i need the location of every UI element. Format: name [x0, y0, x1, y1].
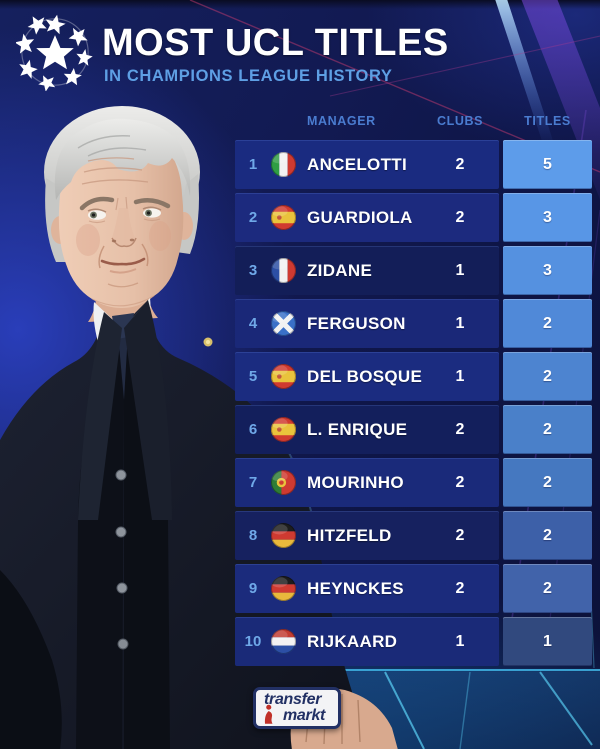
- titles-count: 5: [503, 140, 592, 189]
- manager-cell: 2 GUARDIOLA 2: [235, 193, 499, 242]
- table-row: 4 FERGUSON 1 2: [235, 299, 592, 348]
- page-subtitle: IN CHAMPIONS LEAGUE HISTORY: [104, 67, 393, 85]
- clubs-count: 1: [455, 367, 465, 385]
- manager-name: ANCELOTTI: [307, 154, 407, 174]
- manager-cell: 4 FERGUSON 1: [235, 299, 499, 348]
- transfermarkt-logo-text-bottom: markt: [283, 707, 326, 724]
- table-row: 6 L. ENRIQUE 2 2: [235, 405, 592, 454]
- manager-name: MOURINHO: [307, 472, 404, 492]
- flag-germany-icon: [271, 576, 301, 601]
- manager-cell: 9 HEYNCKES 2: [235, 564, 499, 613]
- rank-label: 5: [248, 368, 258, 385]
- titles-count: 2: [503, 564, 592, 613]
- table-row: 3 ZIDANE 1 3: [235, 246, 592, 295]
- manager-name: L. ENRIQUE: [307, 419, 408, 439]
- column-header-titles: TITLES: [524, 114, 571, 128]
- manager-cell: 5 DEL BOSQUE 1: [235, 352, 499, 401]
- manager-cell: 3 ZIDANE 1: [235, 246, 499, 295]
- clubs-count: 2: [455, 579, 465, 597]
- clubs-count: 2: [455, 155, 465, 173]
- rank-label: 10: [244, 633, 262, 650]
- clubs-count: 1: [455, 632, 465, 650]
- manager-cell: 6 L. ENRIQUE 2: [235, 405, 499, 454]
- flag-germany-icon: [271, 523, 301, 548]
- rank-label: 4: [248, 315, 258, 332]
- most-ucl-titles-table: MANAGER CLUBS TITLES 1 ANCELOTTI 2 5 2 GUARDI…: [235, 108, 592, 668]
- table-row: 5 DEL BOSQUE 1 2: [235, 352, 592, 401]
- titles-count: 3: [503, 193, 592, 242]
- clubs-count: 1: [455, 314, 465, 332]
- table-header: MANAGER CLUBS TITLES: [235, 114, 592, 132]
- manager-name: FERGUSON: [307, 313, 406, 333]
- table-row: 10 RIJKAARD 1 1: [235, 617, 592, 666]
- titles-count: 2: [503, 511, 592, 560]
- flag-italy-icon: [271, 152, 301, 177]
- manager-cell: 1 ANCELOTTI 2: [235, 140, 499, 189]
- transfermarkt-player-icon: [262, 704, 277, 729]
- clubs-count: 2: [455, 526, 465, 544]
- manager-name: HEYNCKES: [307, 578, 404, 598]
- rank-label: 2: [248, 209, 258, 226]
- manager-cell: 7 MOURINHO 2: [235, 458, 499, 507]
- transfermarkt-logo-text-top: transfer: [264, 691, 322, 708]
- flag-portugal-icon: [271, 470, 301, 495]
- rank-label: 7: [248, 474, 258, 491]
- manager-name: GUARDIOLA: [307, 207, 413, 227]
- titles-count: 2: [503, 405, 592, 454]
- table-row: 8 HITZFELD 2 2: [235, 511, 592, 560]
- manager-name: HITZFELD: [307, 525, 392, 545]
- table-row: 2 GUARDIOLA 2 3: [235, 193, 592, 242]
- manager-name: RIJKAARD: [307, 631, 398, 651]
- titles-count: 2: [503, 458, 592, 507]
- transfermarkt-logo: transfer markt: [253, 687, 341, 729]
- column-header-clubs: CLUBS: [436, 114, 484, 128]
- table-row: 7 MOURINHO 2 2: [235, 458, 592, 507]
- flag-france-icon: [271, 258, 301, 283]
- column-header-manager: MANAGER: [307, 114, 376, 128]
- flag-spain-icon: [271, 364, 301, 389]
- flag-scotland-icon: [271, 311, 301, 336]
- manager-cell: 10 RIJKAARD 1: [235, 617, 499, 666]
- rank-label: 8: [248, 527, 258, 544]
- rank-label: 9: [248, 580, 258, 597]
- rank-label: 6: [248, 421, 258, 438]
- rank-label: 1: [248, 156, 258, 173]
- clubs-count: 1: [455, 261, 465, 279]
- clubs-count: 2: [455, 473, 465, 491]
- clubs-count: 2: [455, 208, 465, 226]
- titles-count: 2: [503, 352, 592, 401]
- manager-name: ZIDANE: [307, 260, 373, 280]
- flag-netherlands-icon: [271, 629, 301, 654]
- page-title: MOST UCL TITLES: [102, 22, 449, 64]
- flag-spain-icon: [271, 417, 301, 442]
- titles-count: 3: [503, 246, 592, 295]
- clubs-count: 2: [455, 420, 465, 438]
- ucl-starball-icon: [12, 11, 95, 96]
- manager-name: DEL BOSQUE: [307, 366, 423, 386]
- titles-count: 1: [503, 617, 592, 666]
- flag-spain-icon: [271, 205, 301, 230]
- manager-cell: 8 HITZFELD 2: [235, 511, 499, 560]
- titles-count: 2: [503, 299, 592, 348]
- table-row: 1 ANCELOTTI 2 5: [235, 140, 592, 189]
- rank-label: 3: [248, 262, 258, 279]
- table-row: 9 HEYNCKES 2 2: [235, 564, 592, 613]
